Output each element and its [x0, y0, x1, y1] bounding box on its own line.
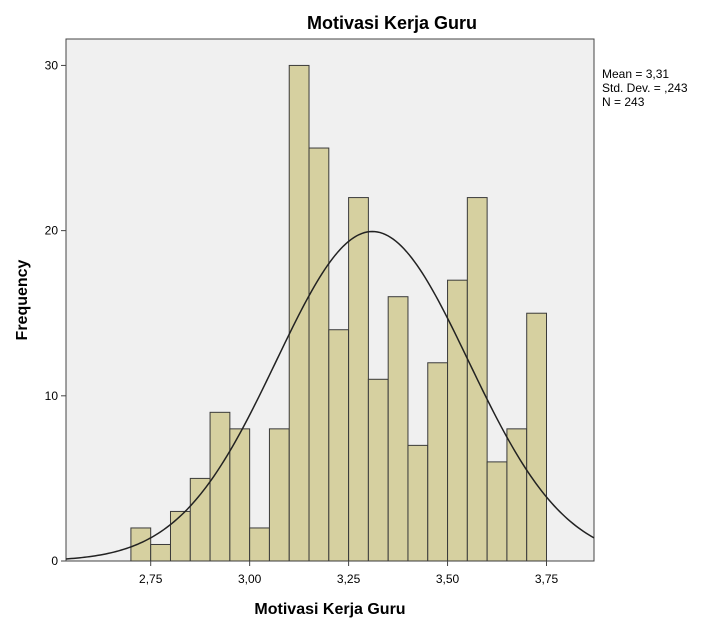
histogram-bar — [130, 527, 152, 562]
x-tick-label: 3,25 — [337, 572, 361, 586]
histogram-bar — [229, 428, 251, 562]
x-tick-label: 2,75 — [139, 572, 163, 586]
histogram-bar — [150, 543, 171, 562]
y-tick-label: 0 — [51, 554, 58, 568]
y-axis-title: Frequency — [14, 259, 31, 340]
histogram-bar — [367, 378, 389, 562]
histogram-bar — [249, 527, 270, 562]
histogram-bar — [486, 461, 508, 562]
histogram-bar — [387, 296, 409, 562]
y-tick-label: 30 — [45, 58, 59, 72]
normal-curve — [65, 230, 595, 560]
histogram-bar — [328, 329, 350, 562]
histogram-bar — [348, 197, 369, 562]
y-tick-label: 20 — [45, 224, 59, 238]
histogram-bar — [427, 362, 449, 562]
stat-n: N = 243 — [602, 95, 645, 109]
y-axis-ticks: 0 10 20 30 — [45, 58, 66, 568]
histogram-bar — [526, 312, 548, 562]
x-tick-label: 3,00 — [238, 572, 262, 586]
stat-std-dev: Std. Dev. = ,243 — [602, 81, 688, 95]
x-axis-title: Motivasi Kerja Guru — [254, 601, 405, 618]
y-tick-label: 10 — [45, 389, 59, 403]
histogram-bar — [268, 428, 290, 562]
histogram-bar — [506, 428, 528, 562]
histogram-bar — [308, 147, 330, 562]
histogram-bar — [169, 510, 191, 562]
histogram-bar — [189, 477, 211, 562]
bars-group — [130, 64, 548, 562]
x-tick-label: 3,50 — [436, 572, 460, 586]
stat-mean: Mean = 3,31 — [602, 67, 669, 81]
chart-title: Motivasi Kerja Guru — [307, 13, 477, 33]
histogram-bar — [407, 444, 429, 562]
stats-box: Mean = 3,31 Std. Dev. = ,243 N = 243 — [602, 67, 688, 109]
histogram-bar — [209, 411, 231, 562]
x-axis-ticks: 2,75 3,00 3,25 3,50 3,75 — [139, 561, 559, 586]
histogram-bar — [447, 279, 468, 562]
x-tick-label: 3,75 — [535, 572, 559, 586]
